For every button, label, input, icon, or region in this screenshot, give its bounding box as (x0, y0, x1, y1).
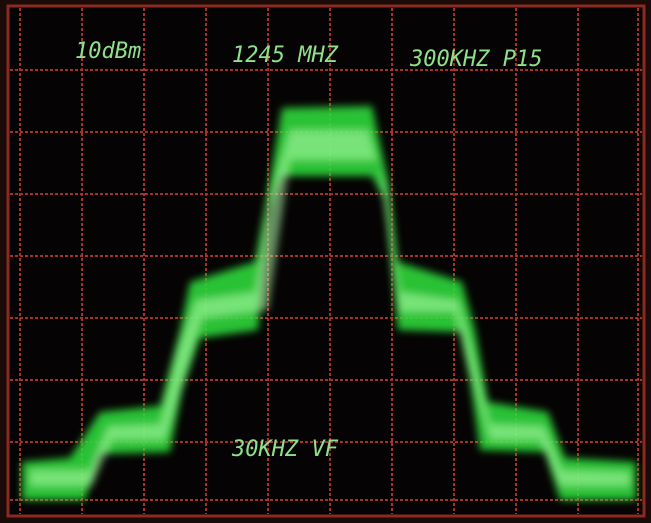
trace (22, 106, 636, 500)
trace-core (30, 130, 630, 486)
header-label: 1245 MHZ (232, 43, 339, 68)
header-label: 300KHZ P15 (409, 47, 542, 72)
footer-label: 30KHZ VF (231, 437, 339, 462)
header-label: 10dBm (75, 39, 141, 64)
